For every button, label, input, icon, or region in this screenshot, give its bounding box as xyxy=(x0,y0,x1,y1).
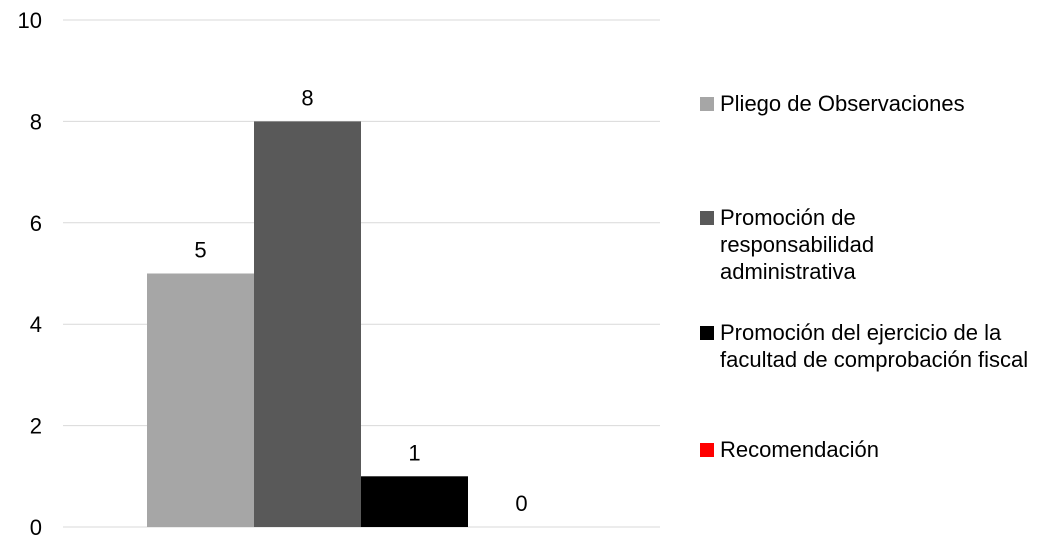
legend-label-responsabilidad: Promoción de responsabilidad administrat… xyxy=(720,205,875,284)
data-labels: 5 8 1 0 xyxy=(194,85,527,516)
data-label-series-1: 5 xyxy=(194,238,206,263)
y-tick-label-0: 0 xyxy=(30,515,42,537)
legend-label-pliego: Pliego de Observaciones xyxy=(720,91,965,116)
y-tick-label-8: 8 xyxy=(30,109,42,134)
legend: Pliego de Observaciones Promoción de res… xyxy=(700,0,1035,537)
legend-swatch-pliego xyxy=(700,97,714,111)
legend-label-recomendacion: Recomendación xyxy=(720,437,879,462)
data-label-series-3: 1 xyxy=(408,440,420,465)
legend-label-comprobacion: Promoción del ejercicio de la facultad d… xyxy=(720,320,1029,372)
data-label-series-2: 8 xyxy=(301,85,313,110)
legend-swatch-responsabilidad xyxy=(700,211,714,225)
y-tick-label-2: 2 xyxy=(30,414,42,439)
bar-series-2 xyxy=(254,121,361,528)
y-axis-ticks: 0 2 4 6 8 10 xyxy=(18,8,42,537)
y-tick-label-10: 10 xyxy=(18,8,42,33)
legend-item-responsabilidad: Promoción de responsabilidad administrat… xyxy=(700,204,900,285)
y-tick-label-4: 4 xyxy=(30,312,42,337)
bar-series-1 xyxy=(147,273,254,527)
legend-swatch-comprobacion xyxy=(700,326,714,340)
bar-series-3 xyxy=(361,476,468,527)
legend-item-comprobacion: Promoción del ejercicio de la facultad d… xyxy=(700,319,1030,373)
legend-item-pliego: Pliego de Observaciones xyxy=(700,90,1030,117)
data-label-series-4: 0 xyxy=(515,491,527,516)
y-tick-label-6: 6 xyxy=(30,211,42,236)
legend-swatch-recomendacion xyxy=(700,443,714,457)
legend-item-recomendacion: Recomendación xyxy=(700,436,1030,463)
bars xyxy=(147,121,468,528)
